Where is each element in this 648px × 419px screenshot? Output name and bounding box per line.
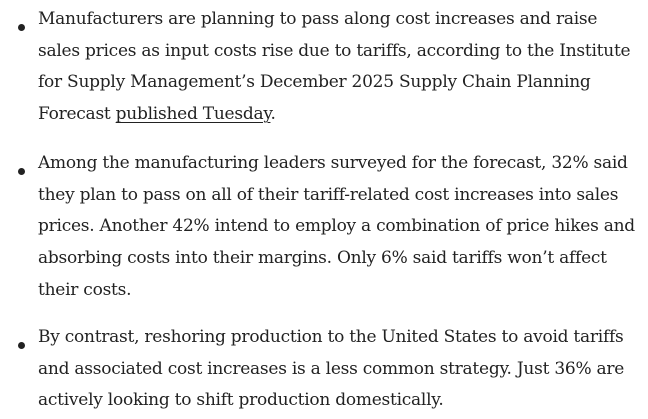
bullet-text: Among the manufacturing leaders surveyed… xyxy=(38,153,635,300)
bullet-text-before-link: Manufacturers are planning to pass along… xyxy=(38,9,631,125)
bullet-dot-icon xyxy=(18,342,25,349)
bullet-text: Manufacturers are planning to pass along… xyxy=(38,4,643,131)
bullet-text-after-link: . xyxy=(270,104,276,125)
bullet-dot-icon xyxy=(18,168,25,175)
published-tuesday-link[interactable]: published Tuesday xyxy=(115,104,271,125)
bullet-text: By contrast, reshoring production to the… xyxy=(38,327,625,411)
bullet-dot-icon xyxy=(18,24,25,31)
